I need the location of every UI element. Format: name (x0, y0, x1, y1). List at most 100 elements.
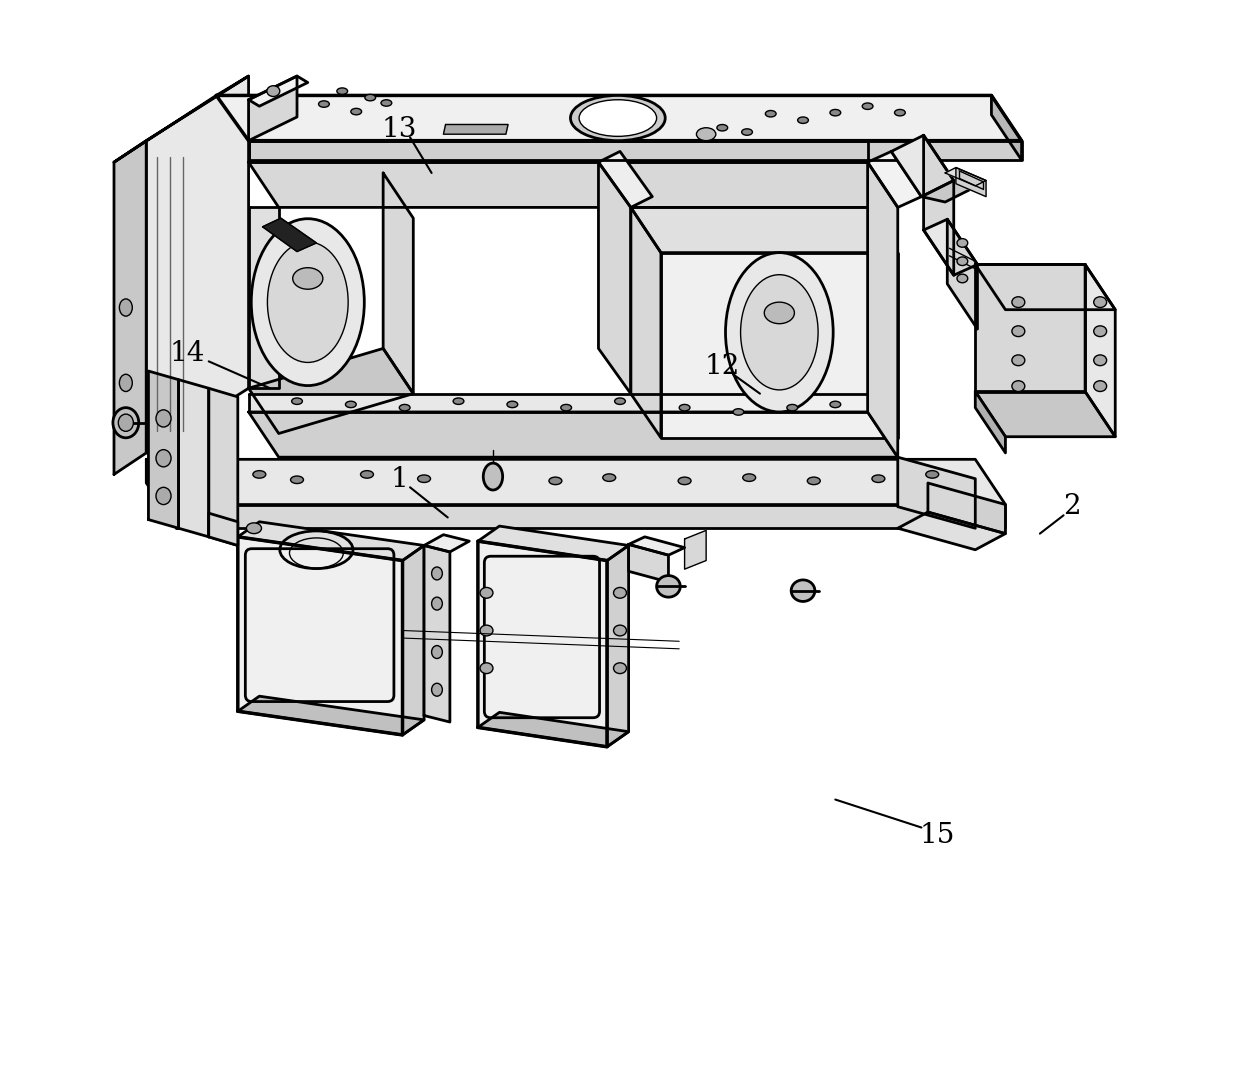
Ellipse shape (119, 299, 133, 316)
Ellipse shape (926, 471, 939, 479)
Polygon shape (868, 151, 921, 207)
Ellipse shape (247, 523, 262, 534)
Polygon shape (976, 264, 1085, 391)
Ellipse shape (742, 128, 753, 135)
Ellipse shape (657, 576, 681, 597)
Ellipse shape (293, 267, 322, 289)
Ellipse shape (579, 100, 657, 136)
Ellipse shape (549, 478, 562, 485)
Polygon shape (631, 207, 661, 438)
Ellipse shape (484, 464, 502, 490)
Ellipse shape (1012, 355, 1024, 365)
Text: 1: 1 (391, 467, 408, 494)
Ellipse shape (830, 401, 841, 407)
Polygon shape (424, 535, 469, 552)
Polygon shape (477, 526, 629, 561)
Polygon shape (924, 135, 954, 275)
Ellipse shape (872, 475, 885, 483)
Ellipse shape (290, 476, 304, 484)
Polygon shape (248, 162, 898, 207)
Ellipse shape (432, 567, 443, 580)
Polygon shape (248, 393, 868, 412)
Ellipse shape (1012, 381, 1024, 391)
Polygon shape (146, 459, 176, 528)
Polygon shape (477, 713, 629, 747)
Ellipse shape (252, 219, 365, 386)
Ellipse shape (156, 410, 171, 427)
Polygon shape (976, 391, 1115, 437)
Ellipse shape (156, 450, 171, 467)
Polygon shape (892, 135, 954, 196)
Ellipse shape (743, 474, 755, 482)
Polygon shape (149, 371, 179, 528)
Polygon shape (976, 264, 1115, 309)
Ellipse shape (418, 475, 430, 483)
Polygon shape (608, 545, 629, 747)
Ellipse shape (957, 274, 967, 282)
Ellipse shape (957, 238, 967, 247)
Ellipse shape (118, 414, 134, 431)
Ellipse shape (351, 109, 362, 115)
Polygon shape (661, 252, 898, 438)
Polygon shape (248, 77, 298, 140)
Ellipse shape (1012, 296, 1024, 307)
Ellipse shape (319, 101, 330, 108)
Polygon shape (238, 696, 424, 735)
Polygon shape (263, 218, 316, 251)
Polygon shape (898, 457, 976, 528)
Ellipse shape (764, 302, 795, 323)
Ellipse shape (787, 404, 797, 411)
Ellipse shape (1094, 326, 1106, 336)
Ellipse shape (1094, 355, 1106, 365)
Polygon shape (599, 162, 631, 393)
Ellipse shape (830, 110, 841, 116)
Ellipse shape (453, 398, 464, 404)
Ellipse shape (268, 241, 348, 362)
Polygon shape (631, 207, 898, 252)
Ellipse shape (957, 257, 967, 265)
Ellipse shape (765, 111, 776, 118)
Text: 2: 2 (1064, 494, 1081, 521)
Ellipse shape (678, 478, 691, 485)
Ellipse shape (480, 588, 494, 598)
Ellipse shape (113, 407, 139, 438)
Ellipse shape (697, 127, 715, 140)
Polygon shape (992, 96, 1022, 160)
Polygon shape (629, 544, 668, 582)
Text: 14: 14 (170, 341, 205, 368)
Ellipse shape (346, 401, 356, 407)
Ellipse shape (807, 478, 820, 485)
Ellipse shape (797, 118, 808, 123)
Ellipse shape (1012, 326, 1024, 336)
Text: 12: 12 (704, 354, 740, 381)
Polygon shape (921, 180, 977, 202)
Polygon shape (146, 459, 1006, 505)
Polygon shape (1085, 264, 1115, 437)
Text: 13: 13 (382, 116, 417, 143)
Polygon shape (114, 77, 248, 162)
Ellipse shape (740, 275, 818, 390)
Ellipse shape (291, 398, 303, 404)
Polygon shape (424, 545, 450, 722)
Polygon shape (403, 545, 424, 735)
Polygon shape (179, 379, 208, 537)
Polygon shape (924, 219, 977, 275)
Polygon shape (248, 140, 868, 162)
Ellipse shape (432, 646, 443, 659)
Ellipse shape (570, 96, 665, 140)
Ellipse shape (432, 597, 443, 610)
Ellipse shape (253, 471, 265, 479)
Polygon shape (238, 537, 403, 735)
Ellipse shape (725, 252, 833, 412)
Text: 15: 15 (920, 821, 955, 848)
Polygon shape (248, 77, 308, 107)
Ellipse shape (615, 398, 625, 404)
Polygon shape (928, 483, 1006, 534)
Ellipse shape (119, 374, 133, 391)
Ellipse shape (267, 86, 280, 97)
Polygon shape (383, 172, 413, 393)
Polygon shape (248, 412, 898, 457)
Ellipse shape (603, 474, 616, 482)
Polygon shape (868, 162, 898, 457)
Ellipse shape (862, 103, 873, 110)
